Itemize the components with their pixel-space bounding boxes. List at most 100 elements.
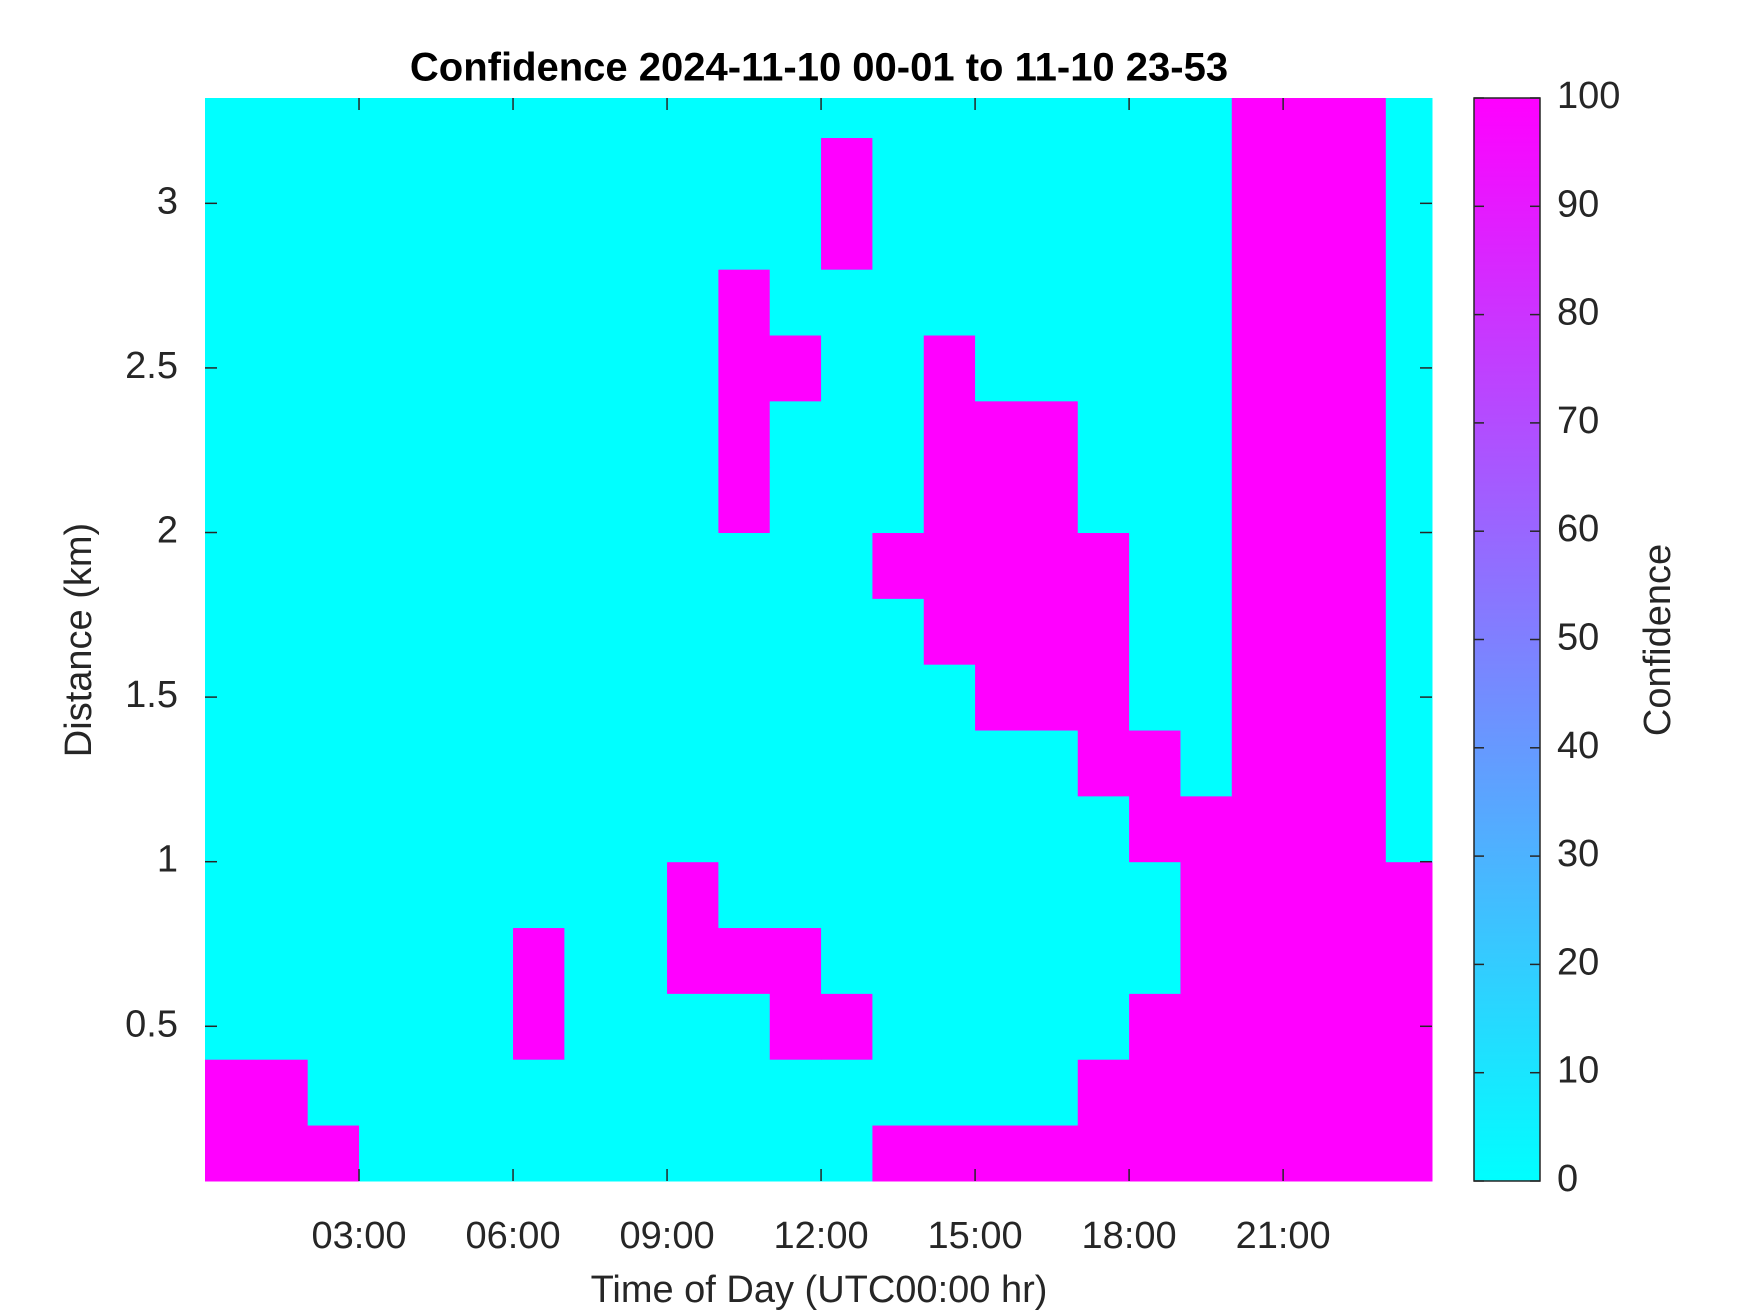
heatmap-cell	[564, 927, 617, 994]
heatmap-cell	[718, 98, 771, 139]
heatmap-cell	[1077, 598, 1130, 665]
heatmap-cell	[1334, 466, 1387, 534]
heatmap-cell	[564, 98, 617, 139]
colorbar-label: Confidence	[1637, 544, 1679, 736]
heatmap-cell	[667, 993, 719, 1060]
heatmap-cell	[1077, 927, 1130, 994]
heatmap-cell	[615, 861, 668, 929]
heatmap-cell	[1129, 466, 1181, 534]
heatmap-cell	[872, 993, 925, 1060]
heatmap-cell	[307, 664, 360, 731]
heatmap-cell	[1180, 861, 1233, 929]
heatmap-cell	[461, 795, 514, 863]
heatmap-cell	[461, 1059, 514, 1126]
heatmap-cell	[1283, 532, 1335, 599]
heatmap-cell	[410, 1125, 463, 1182]
heatmap-cell	[461, 532, 514, 599]
heatmap-cell	[615, 532, 668, 599]
heatmap-cell	[769, 335, 822, 402]
colorbar-tick-label: 80	[1557, 292, 1599, 334]
heatmap-cell	[359, 795, 411, 863]
colorbar-tick-label: 40	[1557, 725, 1599, 767]
heatmap-cell	[1231, 335, 1284, 402]
heatmap-cell	[1077, 466, 1130, 534]
heatmap-cell	[872, 532, 925, 599]
heatmap-cell	[1129, 532, 1181, 599]
heatmap-cell	[1180, 993, 1233, 1060]
heatmap-cell	[872, 598, 925, 665]
heatmap-cell	[359, 400, 411, 468]
heatmap-cell	[1180, 203, 1233, 270]
heatmap-cell	[923, 137, 976, 204]
heatmap-cell	[513, 730, 565, 797]
heatmap-cell	[513, 664, 565, 731]
x-axis-label: Time of Day (UTC00:00 hr)	[591, 1269, 1048, 1311]
heatmap-cell	[1180, 730, 1233, 797]
heatmap-cell	[769, 1125, 822, 1182]
heatmap-cell	[821, 269, 873, 336]
heatmap-cell	[667, 137, 719, 204]
heatmap-cell	[1334, 861, 1387, 929]
heatmap-cell	[564, 335, 617, 402]
heatmap-cell	[975, 98, 1027, 139]
heatmap-cell	[1129, 1059, 1181, 1126]
heatmap-cell	[461, 98, 514, 139]
heatmap-cell	[1283, 730, 1335, 797]
heatmap-cell	[1180, 927, 1233, 994]
heatmap-cell	[615, 466, 668, 534]
colorbar-tick-label: 90	[1557, 183, 1599, 225]
heatmap-cell	[667, 1125, 719, 1182]
heatmap-cell	[872, 466, 925, 534]
heatmap-cell	[1077, 730, 1130, 797]
heatmap-cell	[256, 269, 309, 336]
heatmap-cell	[513, 861, 565, 929]
heatmap-cell	[1026, 1059, 1079, 1126]
heatmap-cell	[1283, 1059, 1335, 1126]
heatmap-cell	[1231, 993, 1284, 1060]
heatmap-cell	[923, 1125, 976, 1182]
heatmap-cell	[769, 795, 822, 863]
heatmap-cell	[718, 598, 771, 665]
heatmap-cell	[769, 137, 822, 204]
heatmap-cell	[667, 1059, 719, 1126]
heatmap-cell	[410, 1059, 463, 1126]
heatmap-cell	[256, 861, 309, 929]
heatmap-cell	[1129, 664, 1181, 731]
heatmap-cell	[359, 203, 411, 270]
heatmap-cell	[667, 335, 719, 402]
heatmap-cell	[1129, 861, 1181, 929]
heatmap-cell	[1180, 98, 1233, 139]
heatmap-cell	[410, 598, 463, 665]
colorbar-tick-label: 60	[1557, 508, 1599, 550]
heatmap-cell	[872, 1059, 925, 1126]
heatmap-cell	[667, 203, 719, 270]
heatmap-cell	[461, 861, 514, 929]
heatmap-cell	[1385, 730, 1433, 797]
heatmap-cell	[1026, 400, 1079, 468]
heatmap-cell	[564, 730, 617, 797]
heatmap-cell	[461, 400, 514, 468]
heatmap-cell	[205, 532, 257, 599]
heatmap-cell	[1283, 137, 1335, 204]
heatmap-cell	[513, 466, 565, 534]
heatmap-cell	[667, 598, 719, 665]
heatmap-cell	[1129, 927, 1181, 994]
heatmap-cell	[718, 466, 771, 534]
heatmap-cell	[1334, 269, 1387, 336]
heatmap-cell	[1180, 466, 1233, 534]
heatmap-cell	[769, 598, 822, 665]
heatmap-cell	[513, 598, 565, 665]
heatmap-cell	[975, 664, 1027, 731]
heatmap-cell	[513, 269, 565, 336]
heatmap-cell	[923, 98, 976, 139]
heatmap-cell	[1026, 664, 1079, 731]
heatmap-cell	[256, 335, 309, 402]
heatmap-cell	[1231, 400, 1284, 468]
heatmap-cell	[872, 1125, 925, 1182]
heatmap-cell	[1129, 598, 1181, 665]
x-tick-label: 12:00	[774, 1215, 869, 1257]
heatmap-cell	[872, 335, 925, 402]
heatmap-cell	[872, 927, 925, 994]
heatmap-cell	[769, 400, 822, 468]
heatmap-cell	[256, 98, 309, 139]
